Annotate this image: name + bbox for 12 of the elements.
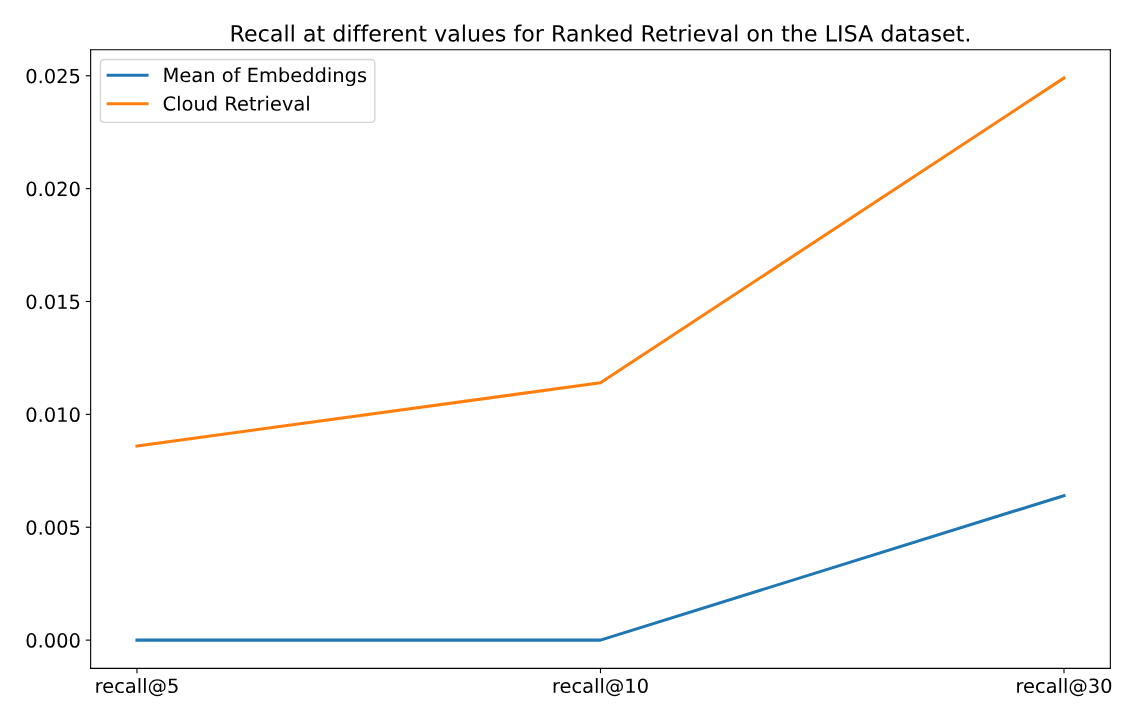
y-tick-label: 0.020 [26, 181, 80, 197]
x-tick-label: recall@10 [553, 678, 648, 697]
legend-label: Cloud Retrieval [163, 95, 309, 111]
x-tick-label: recall@30 [1017, 678, 1112, 697]
y-tick-label: 0.025 [26, 68, 80, 84]
y-tick-label: 0.000 [26, 633, 80, 648]
legend-label: Mean of Embeddings [164, 67, 367, 87]
chart-title: Recall at different values for Ranked Retrieval on the LISA dataset. [231, 24, 970, 42]
y-tick-label: 0.005 [26, 520, 80, 535]
y-tick-label: 0.015 [26, 294, 80, 310]
y-tick-label: 0.010 [26, 407, 80, 423]
x-tick-label: recall@5 [96, 678, 178, 697]
